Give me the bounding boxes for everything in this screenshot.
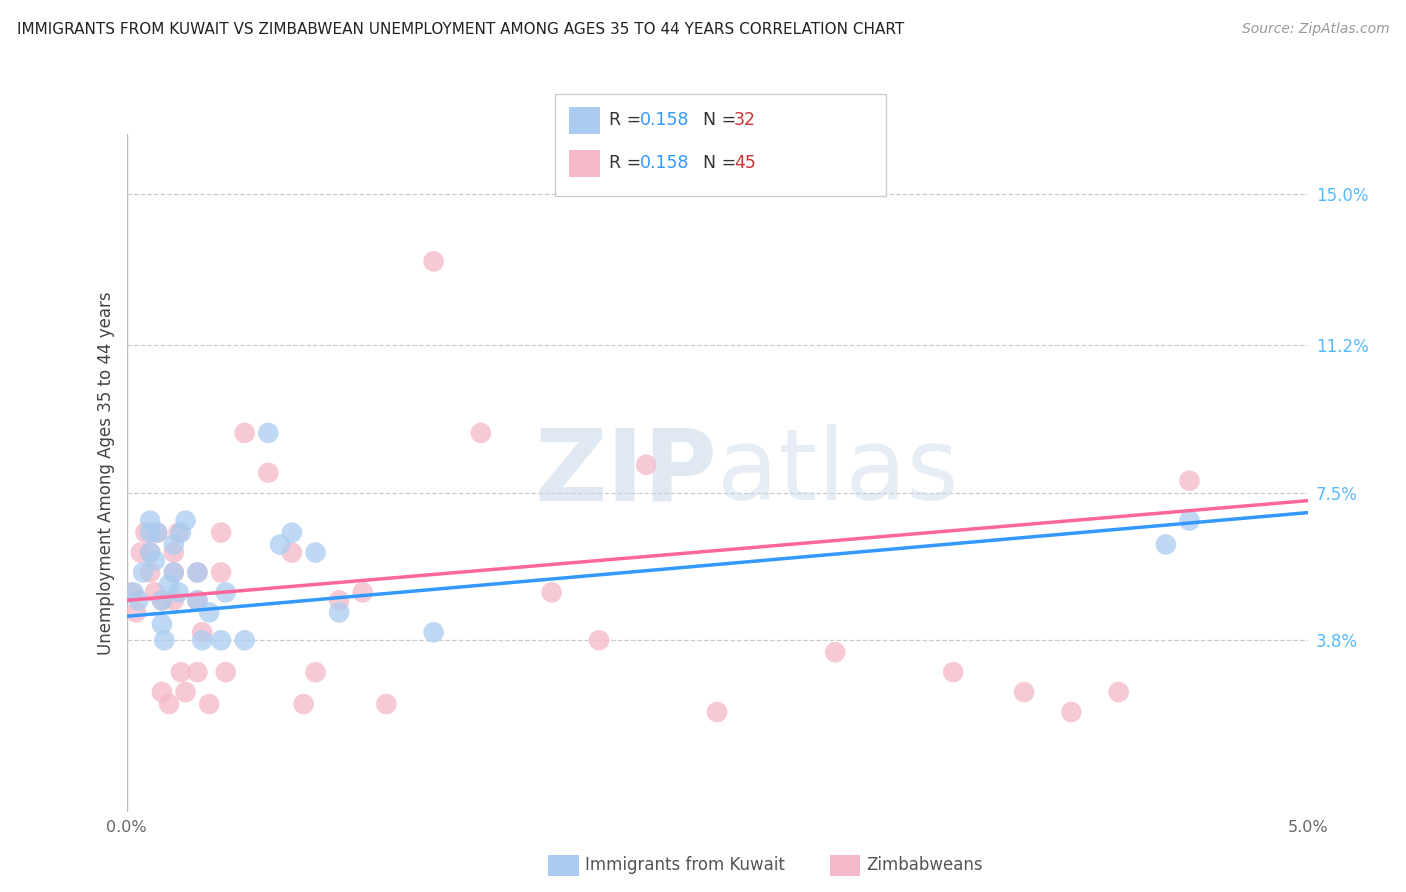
Point [540, 585, 562, 599]
Text: ZIP: ZIP [534, 425, 717, 521]
Point [153, 633, 176, 648]
Point [127, 593, 149, 607]
Point [588, 633, 610, 648]
Point [233, 633, 256, 648]
Point [134, 525, 156, 540]
Point [422, 625, 444, 640]
Point [304, 545, 326, 559]
Point [170, 665, 193, 680]
Point [281, 545, 304, 559]
Text: 0.158: 0.158 [640, 112, 689, 129]
Point [209, 566, 232, 580]
Point [174, 514, 197, 528]
Point [157, 697, 180, 711]
Point [132, 566, 155, 580]
Point [375, 697, 398, 711]
Text: Immigrants from Kuwait: Immigrants from Kuwait [585, 856, 785, 874]
Point [824, 645, 846, 659]
Point [215, 665, 238, 680]
Point [157, 577, 180, 591]
Point [163, 593, 186, 607]
Point [174, 685, 197, 699]
Text: 45: 45 [734, 154, 756, 172]
Point [143, 553, 166, 567]
Point [198, 697, 221, 711]
Point [191, 625, 214, 640]
Text: N =: N = [703, 112, 742, 129]
Text: R =: R = [609, 112, 647, 129]
Point [139, 545, 162, 559]
Point [942, 665, 965, 680]
Point [122, 585, 145, 599]
Point [150, 617, 173, 632]
Text: 32: 32 [734, 112, 756, 129]
Point [163, 566, 186, 580]
Point [257, 425, 280, 440]
Point [215, 585, 238, 599]
Text: R =: R = [609, 154, 647, 172]
Point [636, 458, 658, 472]
Text: Zimbabweans: Zimbabweans [866, 856, 983, 874]
Point [146, 525, 169, 540]
Y-axis label: Unemployment Among Ages 35 to 44 years: Unemployment Among Ages 35 to 44 years [97, 291, 115, 655]
Point [186, 566, 208, 580]
Point [150, 593, 173, 607]
Point [139, 566, 162, 580]
Point [257, 466, 280, 480]
Point [186, 665, 208, 680]
Point [1060, 705, 1083, 719]
Point [304, 665, 326, 680]
Point [129, 545, 152, 559]
Point [167, 585, 190, 599]
Point [422, 254, 444, 268]
Point [163, 537, 186, 551]
Point [120, 585, 142, 599]
Point [139, 545, 162, 559]
Text: 0.158: 0.158 [640, 154, 689, 172]
Text: atlas: atlas [717, 425, 959, 521]
Point [139, 525, 162, 540]
Point [143, 585, 166, 599]
Point [1178, 474, 1201, 488]
Point [150, 593, 173, 607]
Point [233, 425, 256, 440]
Point [198, 605, 221, 619]
Point [1012, 685, 1035, 699]
Text: N =: N = [703, 154, 742, 172]
Point [186, 593, 208, 607]
Point [167, 525, 190, 540]
Point [150, 685, 173, 699]
Point [191, 633, 214, 648]
Point [328, 593, 350, 607]
Point [170, 525, 193, 540]
Point [1154, 537, 1177, 551]
Point [186, 593, 208, 607]
Point [1178, 514, 1201, 528]
Point [186, 566, 208, 580]
Point [163, 545, 186, 559]
Point [163, 566, 186, 580]
Point [328, 605, 350, 619]
Point [281, 525, 304, 540]
Point [269, 537, 291, 551]
Point [139, 514, 162, 528]
Point [1108, 685, 1130, 699]
Text: Source: ZipAtlas.com: Source: ZipAtlas.com [1241, 22, 1389, 37]
Point [209, 633, 232, 648]
Point [292, 697, 315, 711]
Point [209, 525, 232, 540]
Point [706, 705, 728, 719]
Point [352, 585, 374, 599]
Point [146, 525, 169, 540]
Text: IMMIGRANTS FROM KUWAIT VS ZIMBABWEAN UNEMPLOYMENT AMONG AGES 35 TO 44 YEARS CORR: IMMIGRANTS FROM KUWAIT VS ZIMBABWEAN UNE… [17, 22, 904, 37]
Point [125, 605, 148, 619]
Point [470, 425, 492, 440]
